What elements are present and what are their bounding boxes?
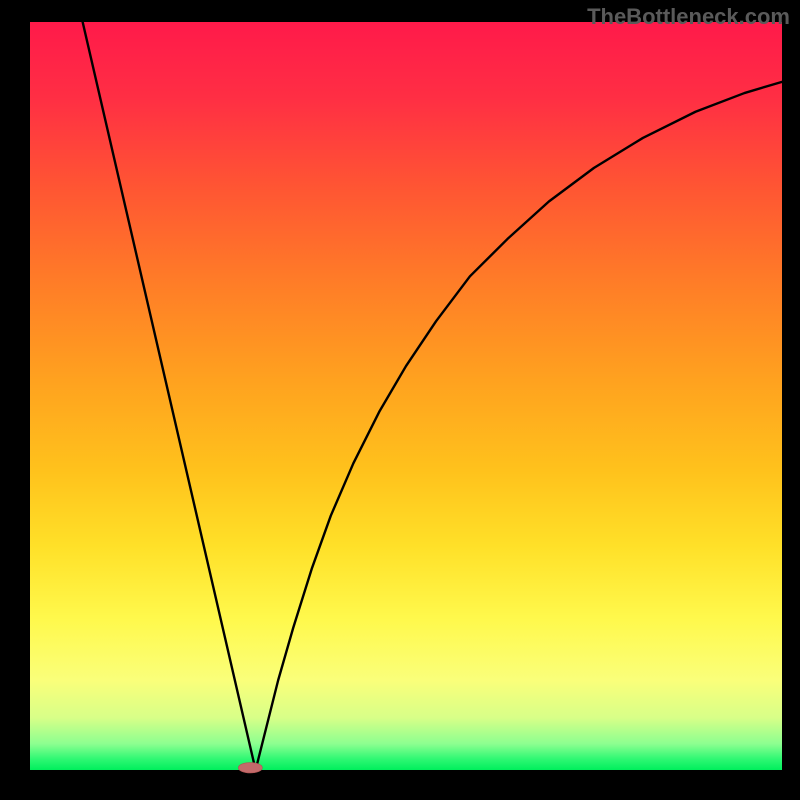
watermark-text: TheBottleneck.com: [587, 4, 790, 30]
chart-plot-background: [30, 22, 782, 770]
optimal-point-marker: [238, 763, 262, 773]
bottleneck-chart-container: TheBottleneck.com: [0, 0, 800, 800]
bottleneck-curve-chart: [0, 0, 800, 800]
